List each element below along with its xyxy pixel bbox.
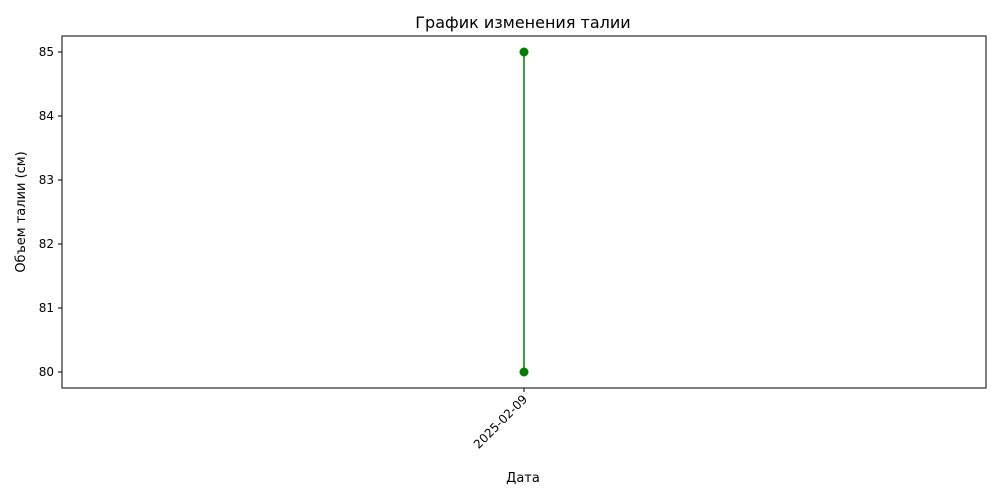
y-tick-label: 85 — [39, 45, 54, 59]
x-axis-label: Дата — [506, 471, 540, 486]
chart-title: График изменения талии — [415, 13, 630, 32]
y-tick-label: 83 — [39, 173, 54, 187]
y-tick-label: 81 — [39, 301, 54, 315]
y-axis: 80 81 82 83 84 85 — [39, 45, 62, 379]
data-point — [519, 367, 529, 377]
y-tick-label: 82 — [39, 237, 54, 251]
series-layer — [519, 47, 529, 377]
y-axis-label: Объем талии (см) — [14, 151, 29, 272]
y-tick-label: 84 — [39, 109, 54, 123]
data-point — [519, 47, 529, 57]
y-tick-label: 80 — [39, 365, 54, 379]
